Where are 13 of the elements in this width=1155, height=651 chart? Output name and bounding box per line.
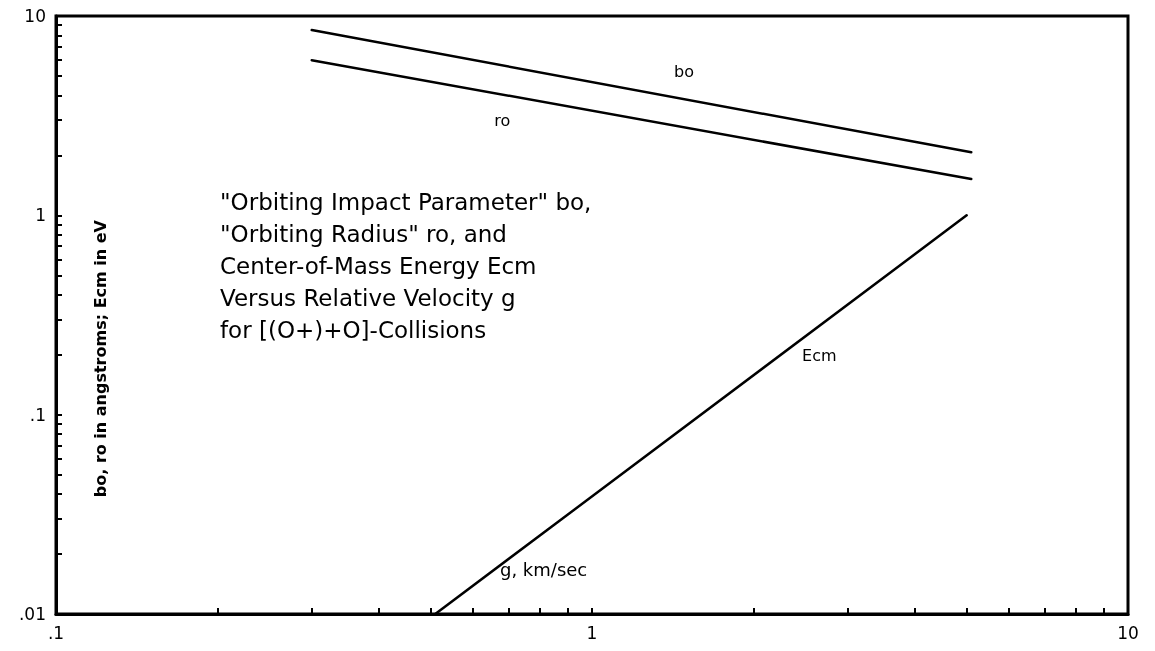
y-tick-label: 1	[35, 205, 46, 226]
x-axis-title: g, km/sec	[500, 558, 588, 580]
x-tick-label: 1	[586, 622, 598, 643]
y-tick-label: .1	[29, 404, 46, 425]
x-tick-label: 10	[1117, 622, 1139, 643]
x-tick-label: .1	[47, 622, 65, 643]
annotation: "Orbiting Impact Parameter" bo, "Orbiting Radius" ro, and Center-of-Mass Energy Ecm Versus Relative Velocity g for [(O+)+O]-Collisions	[220, 189, 592, 343]
series-label: bo	[673, 61, 694, 81]
y-tick-label: .01	[18, 604, 46, 624]
y-axis-title: bo, ro in angstroms; Ecm in eV	[90, 219, 110, 498]
series-label: Ecm	[802, 346, 837, 366]
series-label: ro	[494, 111, 511, 131]
y-tick-label: 10	[24, 6, 46, 26]
